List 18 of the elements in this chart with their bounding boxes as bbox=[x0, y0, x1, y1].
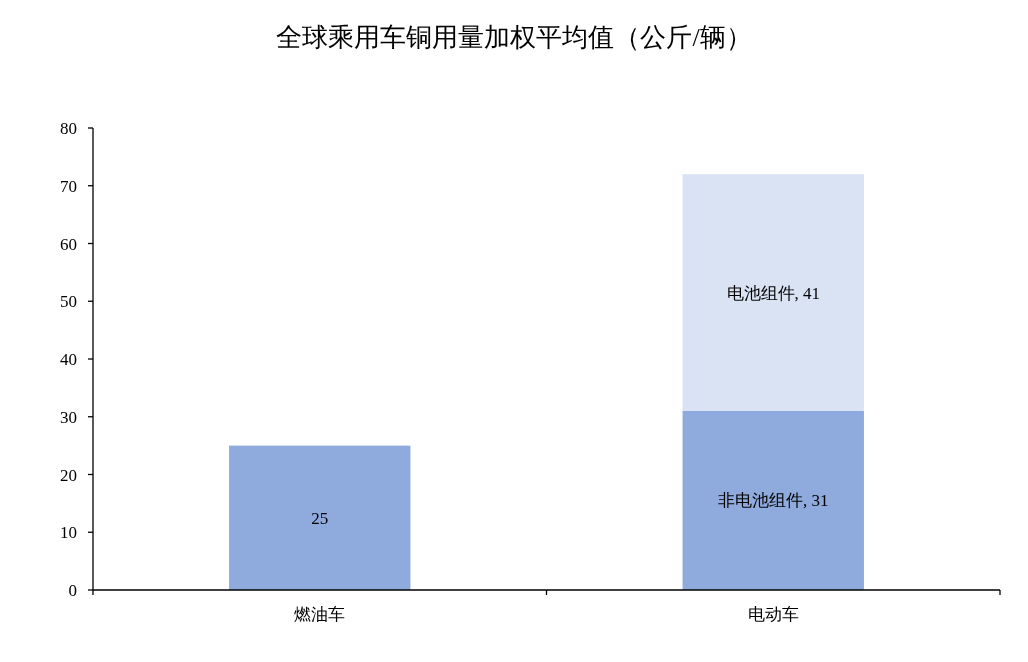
y-tick-label: 20 bbox=[60, 465, 77, 485]
y-tick-label: 10 bbox=[60, 523, 77, 543]
y-tick-label: 40 bbox=[60, 350, 77, 369]
y-tick-label: 70 bbox=[60, 176, 77, 196]
bar bbox=[682, 410, 864, 590]
chart-title: 全球乘用车铜用量加权平均值（公斤/辆） bbox=[276, 23, 752, 52]
data-label: 电池组件, 41 bbox=[726, 283, 820, 303]
bar bbox=[229, 445, 411, 590]
y-tick-label: 30 bbox=[60, 407, 77, 427]
x-tick-label: 电动车 bbox=[747, 605, 799, 624]
data-label: 非电池组件, 31 bbox=[718, 491, 829, 511]
x-tick-label: 燃油车 bbox=[294, 605, 346, 624]
bar bbox=[682, 174, 864, 411]
y-tick-label: 80 bbox=[60, 119, 77, 138]
y-tick-label: 50 bbox=[60, 292, 77, 312]
data-label: 25 bbox=[311, 508, 329, 528]
y-tick-label: 60 bbox=[60, 234, 77, 254]
y-tick-label: 0 bbox=[68, 581, 77, 600]
